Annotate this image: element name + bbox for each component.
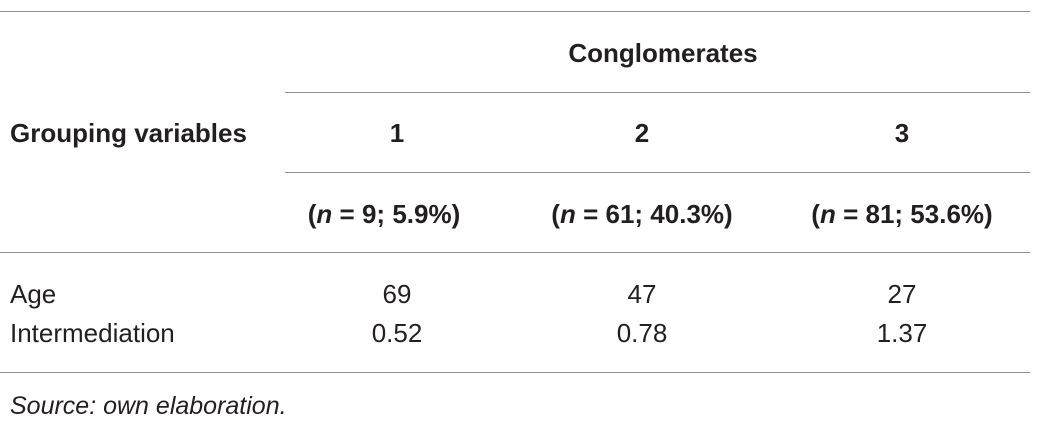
- row-header-label: Grouping variables: [10, 118, 247, 148]
- table-cell: 0.52: [371, 318, 423, 348]
- row-label: Age: [10, 279, 57, 309]
- table-cell: 69: [382, 279, 412, 309]
- column-n-2: (n = 61; 40.3%): [551, 199, 733, 229]
- column-number-rule: [285, 172, 1030, 173]
- column-number-2: 2: [634, 118, 650, 148]
- source-note: Source: own elaboration.: [10, 392, 287, 420]
- table-cell: 47: [627, 279, 657, 309]
- header-bottom-rule: [0, 252, 1030, 253]
- row-label: Intermediation: [10, 318, 175, 348]
- column-number-1: 1: [389, 118, 405, 148]
- table-cell: 1.37: [876, 318, 928, 348]
- top-rule: [0, 11, 1030, 12]
- column-number-3: 3: [894, 118, 910, 148]
- spanning-rule: [285, 92, 1030, 93]
- table-cell: 27: [887, 279, 917, 309]
- spanning-header: Conglomerates: [568, 38, 758, 68]
- bottom-rule: [0, 372, 1030, 373]
- table-cell: 0.78: [616, 318, 668, 348]
- column-n-3: (n = 81; 53.6%): [811, 199, 993, 229]
- column-n-1: (n = 9; 5.9%): [307, 199, 461, 229]
